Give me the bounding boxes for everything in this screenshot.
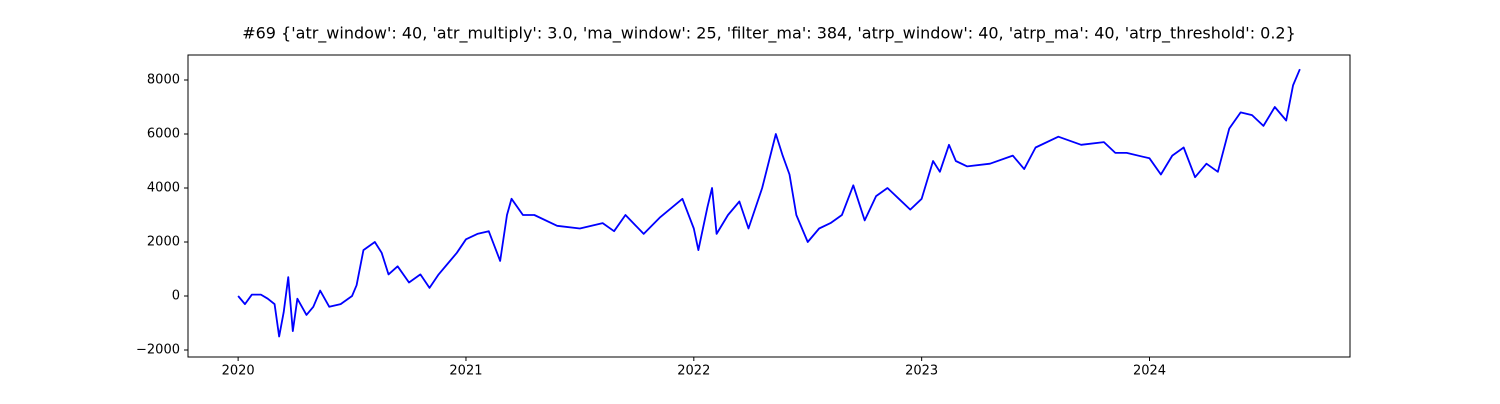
y-tick-label: 6000 (147, 127, 180, 142)
line-series (237, 68, 1301, 338)
x-tick-label: 2024 (1133, 364, 1166, 379)
y-tick-label: 2000 (147, 235, 180, 250)
y-tick-label: 4000 (147, 181, 180, 196)
y-tick-label: −2000 (136, 343, 180, 358)
chart-title: #69 {'atr_window': 40, 'atr_multiply': 3… (242, 24, 1296, 44)
y-tick-label: 0 (172, 289, 180, 304)
plot-frame (187, 54, 1351, 358)
y-tick-label: 8000 (147, 73, 180, 88)
x-tick-label: 2023 (905, 364, 938, 379)
x-tick-label: 2020 (222, 364, 255, 379)
x-tick-label: 2022 (677, 364, 710, 379)
x-tick-label: 2021 (449, 364, 482, 379)
